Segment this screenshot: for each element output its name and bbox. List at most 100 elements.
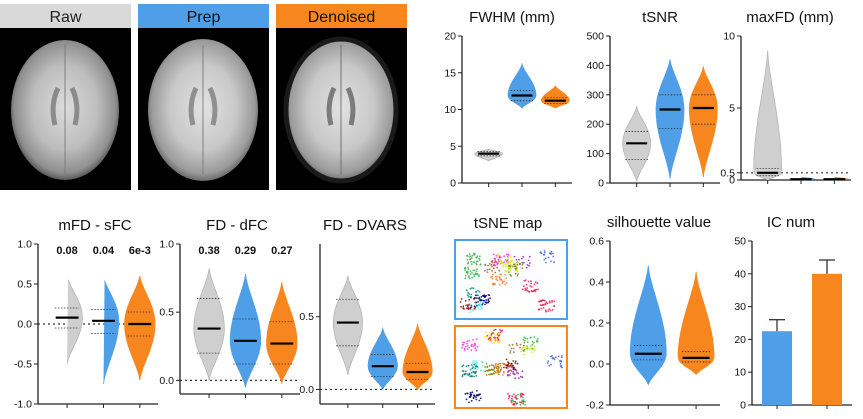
tsne-point xyxy=(518,258,520,261)
tsne-point xyxy=(496,254,499,257)
y-tick-label-mfd_sfc: -1.0 xyxy=(14,399,32,411)
tsne-point xyxy=(515,267,518,270)
tsne-point xyxy=(512,371,514,373)
tsne-point xyxy=(524,403,527,406)
tsne-point xyxy=(464,269,466,272)
tsne-point xyxy=(465,370,467,373)
tsne-point xyxy=(475,349,478,351)
tsne-point xyxy=(548,308,551,311)
y-tick-label-tsnr: 200 xyxy=(586,119,604,131)
tsne-point xyxy=(500,256,502,259)
chart-silhouette: silhouette value -0.2 0.0 0.2 0.4 0.6 xyxy=(586,214,720,412)
brain-panel-denoised: Denoised xyxy=(276,4,407,190)
violin-fwhm-denoised xyxy=(540,85,570,109)
tsne-point xyxy=(482,301,485,304)
tsne-point xyxy=(481,361,484,363)
chart-ic_num: IC num 0 10 20 30 40 50 xyxy=(734,214,852,412)
tsne-map-prep xyxy=(459,250,556,314)
tsne-point xyxy=(515,342,518,345)
tsne-point xyxy=(466,294,469,297)
tsne-point xyxy=(491,275,493,278)
tsne-point xyxy=(501,374,504,376)
tsne-point xyxy=(550,260,552,263)
tsne-panel: tSNE map xyxy=(454,215,568,409)
tsne-point xyxy=(517,393,519,396)
tsne-point xyxy=(474,347,477,350)
tsne-point xyxy=(514,360,517,363)
tsne-point xyxy=(475,363,477,365)
tsne-point xyxy=(526,289,529,292)
y-tick-label-tsnr: 300 xyxy=(586,89,604,101)
tsne-point xyxy=(516,270,519,273)
tsne-point xyxy=(510,401,513,404)
tsne-point xyxy=(505,253,508,256)
tsne-point xyxy=(469,391,472,394)
tsne-point xyxy=(492,372,495,374)
tsne-point xyxy=(523,280,526,282)
tsne-point xyxy=(507,253,510,256)
tsne-point xyxy=(494,259,496,261)
tsne-point xyxy=(472,339,474,341)
data-label-fd_dfc-raw: 0.38 xyxy=(198,245,219,257)
tsne-point xyxy=(471,361,474,363)
tsne-point xyxy=(479,302,481,305)
tsne-point xyxy=(511,264,514,267)
tsne-point xyxy=(484,301,487,304)
tsne-point xyxy=(475,375,478,377)
brain-label-raw: Raw xyxy=(49,9,81,26)
tsne-point xyxy=(487,298,490,301)
tsne-point xyxy=(527,280,530,283)
tsne-point xyxy=(523,344,525,347)
tsne-point xyxy=(519,394,522,396)
brain-label-denoised: Denoised xyxy=(308,9,376,26)
brain-header-denoised xyxy=(276,4,407,28)
violin-fwhm-prep xyxy=(507,62,537,109)
tsne-point xyxy=(466,340,469,343)
tsne-point xyxy=(509,255,512,257)
tsne-point xyxy=(520,348,523,351)
tsne-point xyxy=(515,370,518,372)
tsne-point xyxy=(495,278,498,281)
chart-fd_dvars: FD - DVARS 0.0 0.5 xyxy=(299,217,435,408)
tsne-point xyxy=(490,333,493,335)
tsne-point xyxy=(507,393,509,395)
tsne-point xyxy=(468,401,470,404)
tsne-point xyxy=(538,300,541,303)
y-tick-label-tsnr: 400 xyxy=(586,60,604,72)
tsne-point xyxy=(473,394,475,397)
tsne-point xyxy=(530,346,532,348)
tsne-point xyxy=(473,252,476,255)
tsne-point xyxy=(553,261,555,264)
violin-fwhm-raw xyxy=(474,148,504,162)
tsne-point xyxy=(470,306,473,308)
tsne-point xyxy=(523,341,526,344)
tsne-point xyxy=(523,336,526,339)
tsne-point xyxy=(518,377,520,379)
tsne-point xyxy=(522,255,525,258)
tsne-point xyxy=(515,263,518,266)
tsne-point xyxy=(473,273,475,276)
tsne-point xyxy=(525,346,528,348)
tsne-point xyxy=(513,263,515,266)
y-tick-label-ic_num: 40 xyxy=(734,268,746,280)
tsne-point xyxy=(485,294,487,297)
tsne-point xyxy=(511,395,514,397)
y-tick-label-fwhm: 10 xyxy=(444,104,456,116)
tsne-point xyxy=(496,256,498,259)
tsne-point xyxy=(522,396,524,399)
tsne-point xyxy=(479,263,482,265)
tsne-point xyxy=(485,369,488,372)
tsne-point xyxy=(526,287,529,289)
tsne-point xyxy=(505,258,508,261)
tsne-point xyxy=(521,267,524,269)
tsne-point xyxy=(543,299,546,302)
tsne-point xyxy=(498,283,501,286)
tsne-point xyxy=(493,339,496,342)
tsne-point xyxy=(491,331,493,333)
violin-fd_dfc-raw xyxy=(193,268,225,381)
tsne-point xyxy=(485,299,487,301)
tsne-point xyxy=(496,275,498,278)
tsne-point xyxy=(547,310,550,312)
tsne-point xyxy=(544,303,547,305)
tsne-point xyxy=(524,287,527,290)
